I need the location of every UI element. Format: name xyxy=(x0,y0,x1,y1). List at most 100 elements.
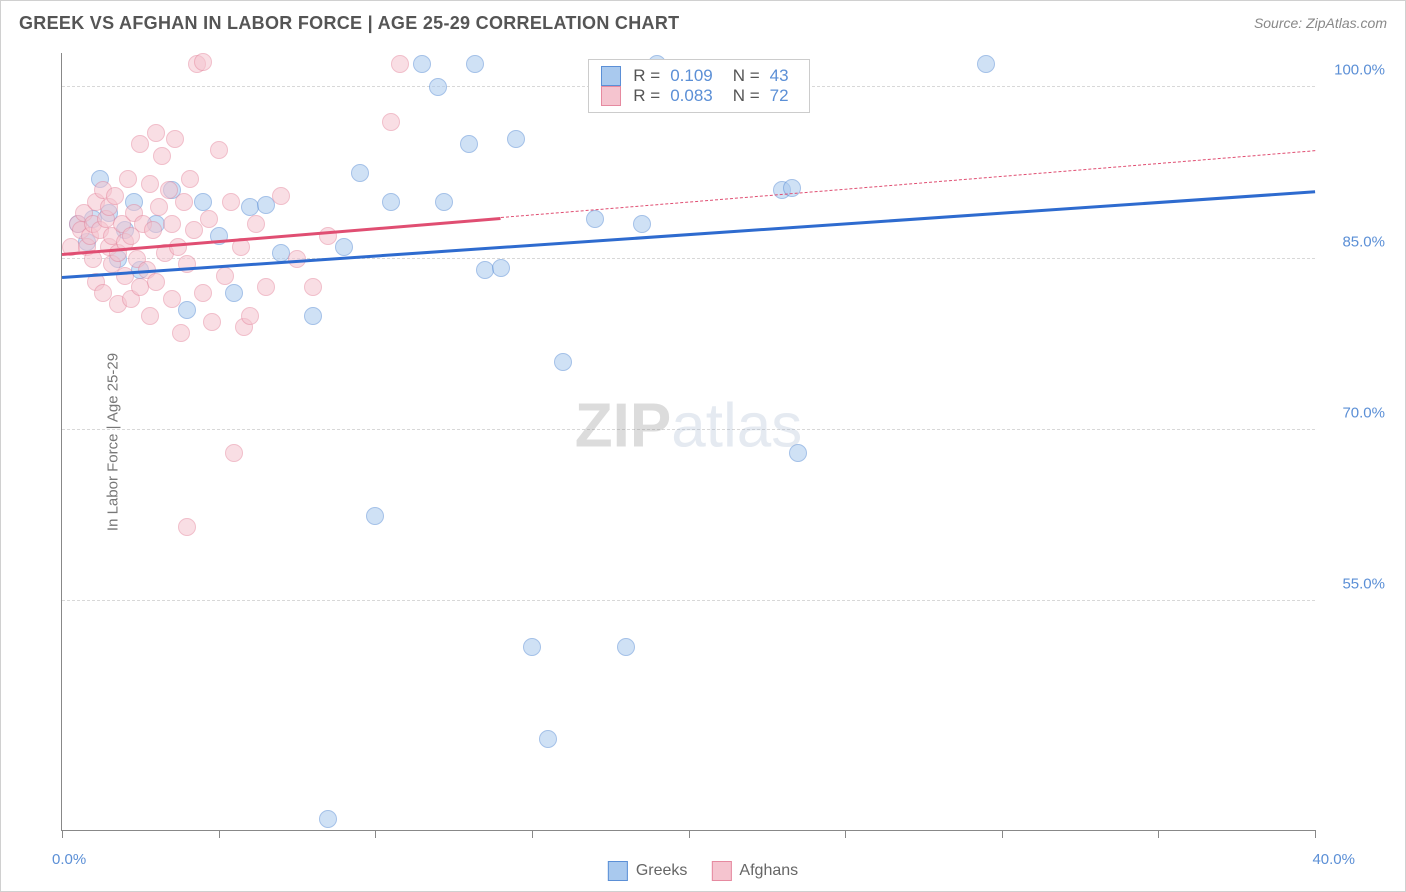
x-tick xyxy=(1158,830,1159,838)
x-tick xyxy=(219,830,220,838)
data-point xyxy=(175,193,193,211)
data-point xyxy=(507,130,525,148)
data-point xyxy=(382,193,400,211)
data-point xyxy=(166,130,184,148)
x-tick xyxy=(1002,830,1003,838)
data-point xyxy=(141,175,159,193)
legend-label: Greeks xyxy=(636,862,688,880)
data-point xyxy=(194,53,212,71)
data-point xyxy=(178,301,196,319)
chart-container: GREEK VS AFGHAN IN LABOR FORCE | AGE 25-… xyxy=(0,0,1406,892)
trend-line-dashed xyxy=(501,150,1316,218)
source-label: Source: ZipAtlas.com xyxy=(1254,15,1387,31)
data-point xyxy=(586,210,604,228)
x-tick xyxy=(375,830,376,838)
data-point xyxy=(150,198,168,216)
legend-swatch xyxy=(608,861,628,881)
y-tick-label: 85.0% xyxy=(1325,233,1385,250)
x-tick xyxy=(62,830,63,838)
bottom-legend-item: Greeks xyxy=(608,861,688,881)
data-point xyxy=(178,518,196,536)
data-point xyxy=(160,181,178,199)
data-point xyxy=(141,307,159,325)
x-axis-min-label: 0.0% xyxy=(52,851,86,868)
data-point xyxy=(466,55,484,73)
chart-title: GREEK VS AFGHAN IN LABOR FORCE | AGE 25-… xyxy=(19,13,679,34)
data-point xyxy=(617,638,635,656)
y-tick-label: 55.0% xyxy=(1325,576,1385,593)
data-point xyxy=(163,290,181,308)
data-point xyxy=(119,170,137,188)
legend-stats-box: R =0.109N =43R =0.083N =72 xyxy=(588,59,809,113)
stat-r-value: 0.109 xyxy=(670,66,713,86)
data-point xyxy=(319,227,337,245)
data-point xyxy=(241,307,259,325)
y-tick-label: 100.0% xyxy=(1325,62,1385,79)
data-point xyxy=(413,55,431,73)
data-point xyxy=(435,193,453,211)
data-point xyxy=(147,273,165,291)
x-axis-max-label: 40.0% xyxy=(1312,851,1355,868)
data-point xyxy=(194,193,212,211)
data-point xyxy=(633,215,651,233)
data-point xyxy=(382,113,400,131)
data-point xyxy=(977,55,995,73)
legend-stats-row: R =0.109N =43 xyxy=(601,66,796,86)
stat-r-label: R = xyxy=(633,66,660,86)
legend-swatch xyxy=(601,86,621,106)
data-point xyxy=(131,135,149,153)
data-point xyxy=(94,284,112,302)
data-point xyxy=(304,307,322,325)
data-point xyxy=(181,170,199,188)
stat-n-label: N = xyxy=(733,86,760,106)
data-point xyxy=(319,810,337,828)
x-tick xyxy=(532,830,533,838)
x-tick xyxy=(845,830,846,838)
title-bar: GREEK VS AFGHAN IN LABOR FORCE | AGE 25-… xyxy=(1,1,1405,43)
data-point xyxy=(351,164,369,182)
stat-r-value: 0.083 xyxy=(670,86,713,106)
data-point xyxy=(429,78,447,96)
data-point xyxy=(225,444,243,462)
x-tick xyxy=(689,830,690,838)
data-point xyxy=(194,284,212,302)
data-point xyxy=(178,255,196,273)
data-point xyxy=(216,267,234,285)
data-point xyxy=(554,353,572,371)
plot-area: In Labor Force | Age 25-29 ZIPatlas R = 0… xyxy=(61,53,1315,831)
y-tick-label: 70.0% xyxy=(1325,405,1385,422)
data-point xyxy=(116,267,134,285)
gridline xyxy=(62,600,1315,601)
data-point xyxy=(460,135,478,153)
data-point xyxy=(335,238,353,256)
data-point xyxy=(789,444,807,462)
data-point xyxy=(200,210,218,228)
data-point xyxy=(492,259,510,277)
data-point xyxy=(304,278,322,296)
data-point xyxy=(147,124,165,142)
data-point xyxy=(222,193,240,211)
legend-swatch xyxy=(601,66,621,86)
data-point xyxy=(172,324,190,342)
data-point xyxy=(163,215,181,233)
data-point xyxy=(203,313,221,331)
watermark: ZIPatlas xyxy=(575,390,802,461)
data-point xyxy=(153,147,171,165)
data-point xyxy=(144,221,162,239)
data-point xyxy=(210,141,228,159)
data-point xyxy=(257,278,275,296)
gridline xyxy=(62,258,1315,259)
data-point xyxy=(539,730,557,748)
stat-n-label: N = xyxy=(733,66,760,86)
data-point xyxy=(169,238,187,256)
legend-stats-row: R =0.083N =72 xyxy=(601,86,796,106)
data-point xyxy=(391,55,409,73)
data-point xyxy=(523,638,541,656)
data-point xyxy=(225,284,243,302)
stat-r-label: R = xyxy=(633,86,660,106)
data-point xyxy=(247,215,265,233)
gridline xyxy=(62,429,1315,430)
data-point xyxy=(185,221,203,239)
y-axis-title: In Labor Force | Age 25-29 xyxy=(105,352,122,530)
data-point xyxy=(366,507,384,525)
